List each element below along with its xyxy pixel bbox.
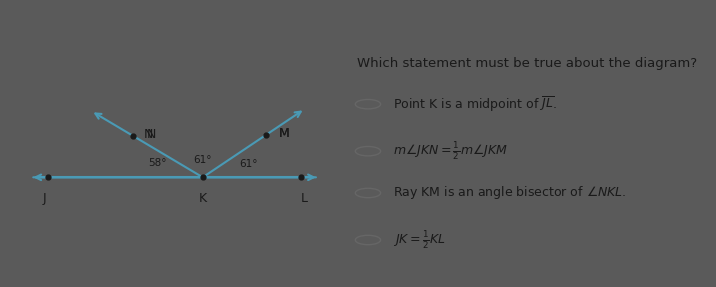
Text: M: M — [279, 127, 289, 140]
Text: M: M — [279, 127, 289, 140]
Text: $m\angle JKN = \frac{1}{2}m\angle JKM$: $m\angle JKN = \frac{1}{2}m\angle JKM$ — [392, 140, 508, 162]
Text: Ray KM is an angle bisector of $\angle NKL$.: Ray KM is an angle bisector of $\angle N… — [392, 185, 626, 201]
Text: K: K — [198, 192, 207, 205]
Text: N: N — [144, 128, 153, 141]
Text: Point K is a midpoint of $\overline{JL}$.: Point K is a midpoint of $\overline{JL}$… — [392, 95, 556, 114]
Text: 58°: 58° — [147, 158, 166, 168]
Text: 61°: 61° — [193, 154, 212, 164]
Text: 61°: 61° — [239, 159, 258, 169]
Text: $JK = \frac{1}{2}KL$: $JK = \frac{1}{2}KL$ — [392, 229, 445, 251]
Text: Which statement must be true about the diagram?: Which statement must be true about the d… — [357, 57, 697, 70]
Text: L: L — [301, 192, 308, 205]
Text: J: J — [43, 192, 47, 205]
Text: N: N — [146, 128, 155, 141]
